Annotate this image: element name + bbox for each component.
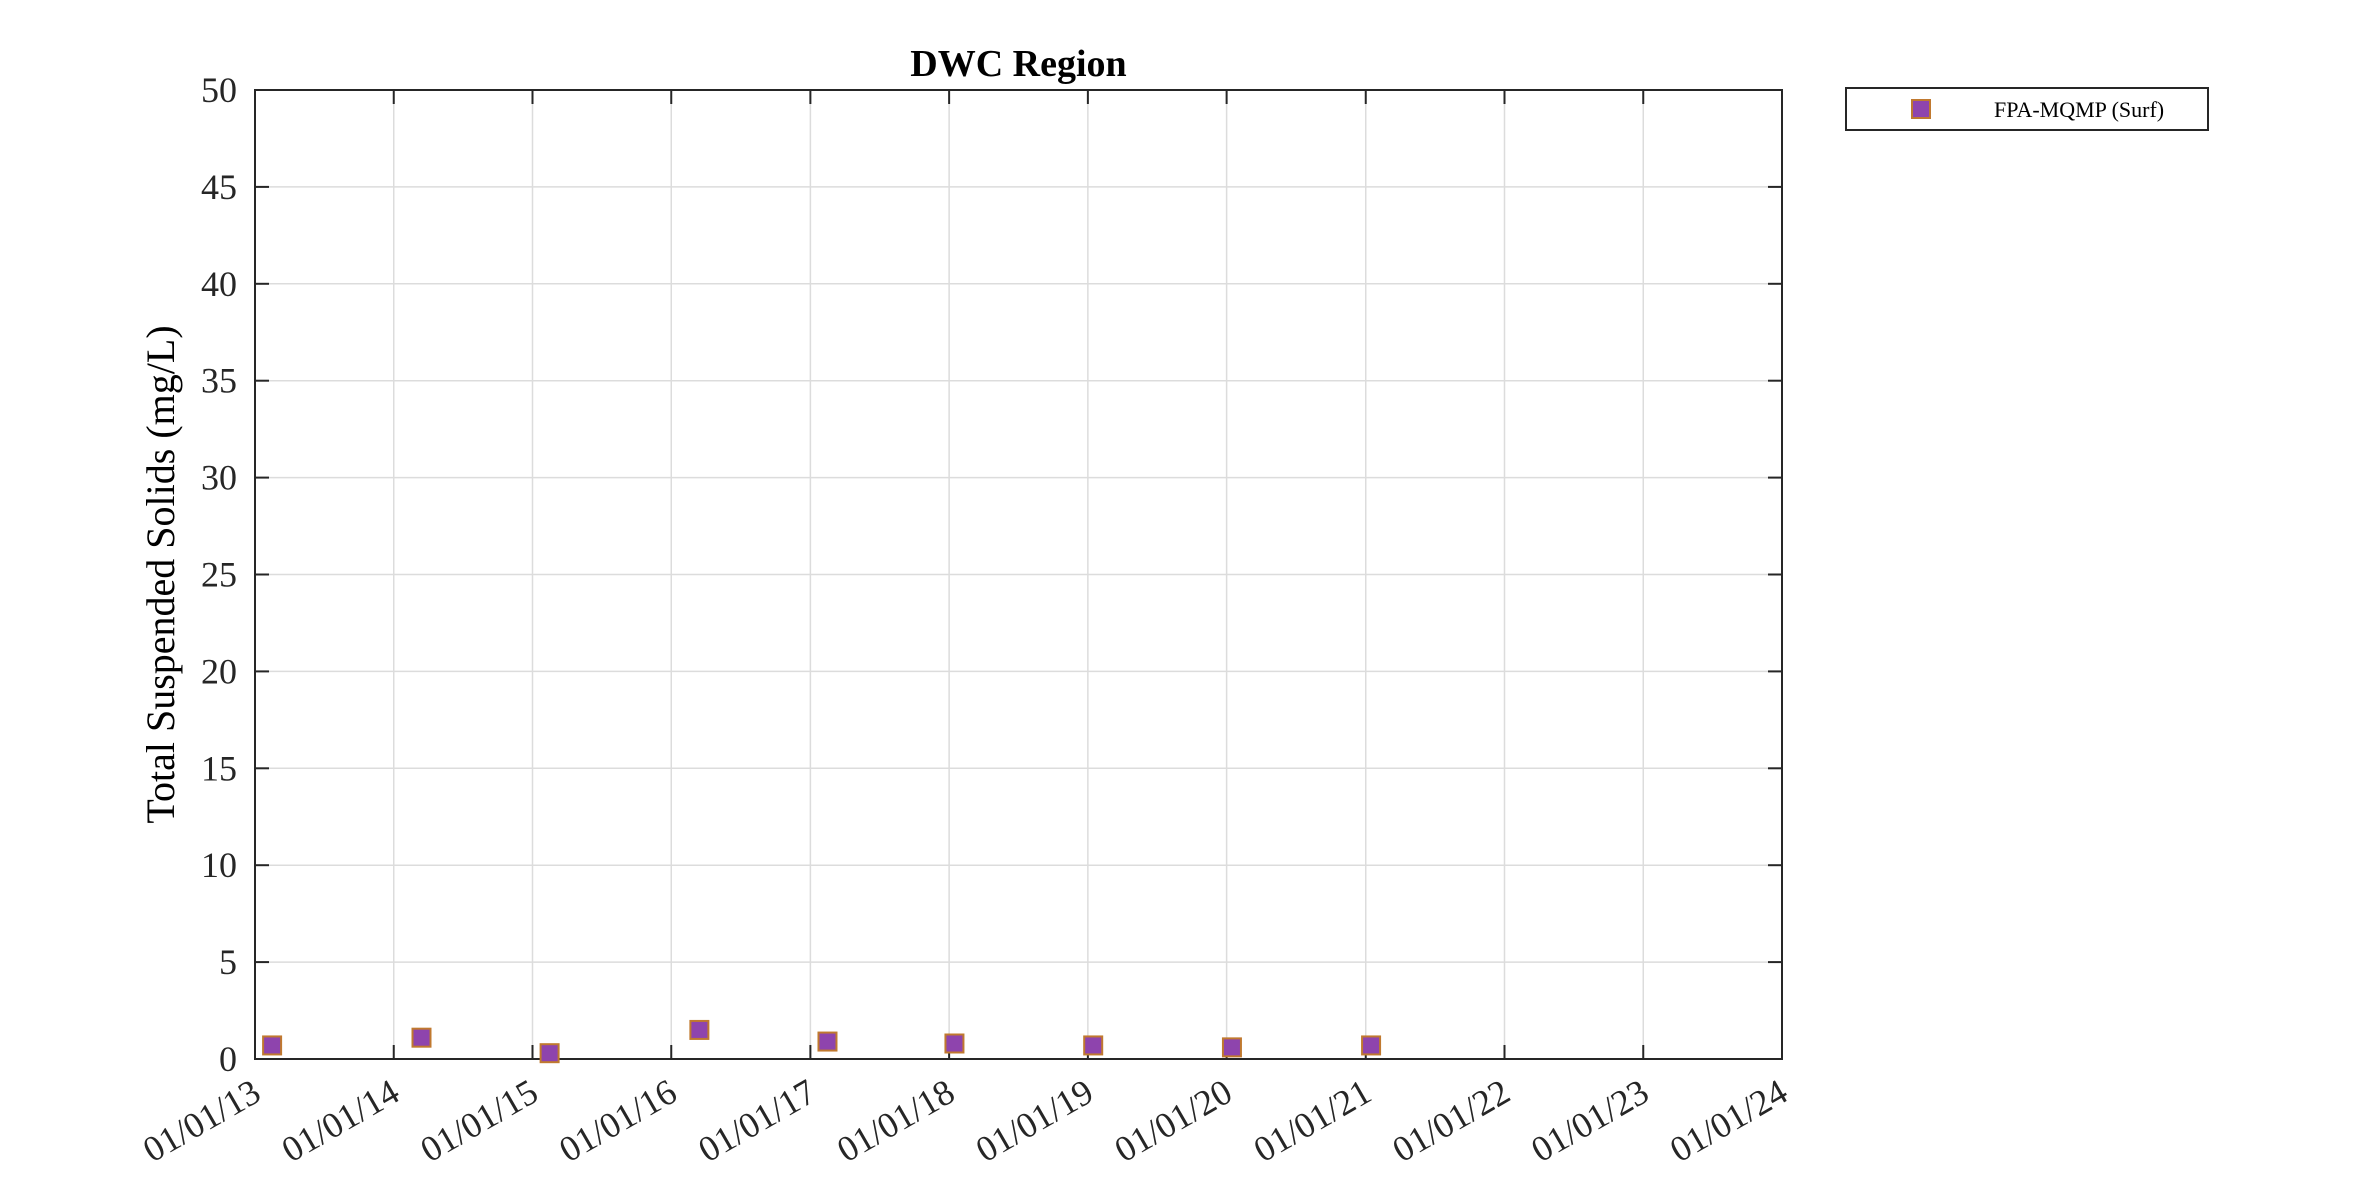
data-point <box>411 1027 432 1048</box>
y-tick-label: 10 <box>201 845 237 885</box>
legend: FPA-MQMP (Surf) <box>1845 87 2209 131</box>
plot-frame <box>254 89 1783 1060</box>
y-tick-label: 40 <box>201 264 237 304</box>
y-tick-label: 35 <box>201 361 237 401</box>
y-axis-label: Total Suspended Solids (mg/L) <box>138 325 183 823</box>
data-point <box>817 1031 838 1052</box>
y-tick-label: 30 <box>201 458 237 498</box>
ticks <box>254 89 1783 1060</box>
data-points <box>262 1019 1382 1064</box>
y-tick-label: 0 <box>219 1039 237 1079</box>
data-point <box>689 1019 710 1040</box>
y-tick-label: 25 <box>201 555 237 595</box>
data-point <box>539 1043 560 1064</box>
y-tick-label: 5 <box>219 942 237 982</box>
data-point <box>944 1033 965 1054</box>
data-point <box>262 1035 283 1056</box>
data-point <box>1361 1035 1382 1056</box>
legend-entry-label: FPA-MQMP (Surf) <box>1994 97 2164 122</box>
legend-marker <box>1911 99 1931 119</box>
y-tick-label: 45 <box>201 167 237 207</box>
y-tick-label: 15 <box>201 748 237 788</box>
data-point <box>1083 1035 1104 1056</box>
legend-box <box>1845 87 2209 131</box>
data-point <box>1221 1037 1242 1058</box>
y-tick-labels: 0 5 10 15 20 25 30 35 40 45 50 <box>201 70 237 1079</box>
chart-title: DWC Region <box>910 43 1126 85</box>
grid <box>255 90 1782 1059</box>
y-tick-label: 50 <box>201 70 237 110</box>
y-tick-label: 20 <box>201 651 237 691</box>
